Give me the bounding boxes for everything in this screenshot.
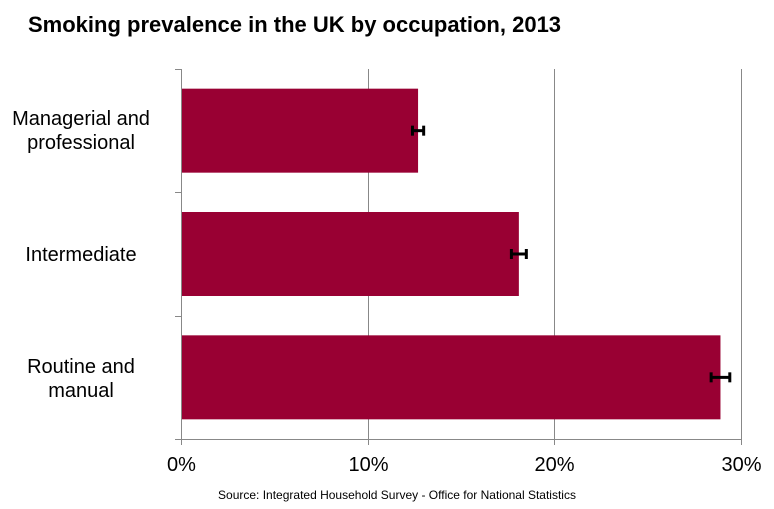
- category-label-line: professional: [27, 132, 135, 154]
- error-bar: [509, 249, 528, 259]
- error-bar: [709, 372, 732, 383]
- x-tick-labels: 0% 10% 20% 30%: [167, 454, 762, 476]
- bar: [181, 88, 419, 173]
- category-label-line: Routine and: [27, 356, 135, 378]
- category-label-line: Intermediate: [25, 244, 137, 266]
- x-tick-label: 10%: [348, 454, 388, 476]
- category-label-routine: Routine and manual: [0, 355, 162, 403]
- category-label-line: Managerial and: [12, 108, 150, 130]
- category-label-managerial: Managerial and professional: [0, 107, 162, 155]
- x-tick-label: 30%: [721, 454, 761, 476]
- source-note: Source: Integrated Household Survey - Of…: [218, 488, 576, 502]
- axes: [175, 69, 742, 445]
- error-bars: [410, 125, 732, 383]
- bar: [181, 335, 721, 420]
- category-label-line: manual: [48, 380, 114, 402]
- x-tick-label: 20%: [534, 454, 574, 476]
- x-tick-label: 0%: [167, 454, 196, 476]
- bars: [181, 88, 721, 420]
- chart-title: Smoking prevalence in the UK by occupati…: [28, 12, 562, 37]
- bar: [181, 212, 519, 296]
- category-label-intermediate: Intermediate: [0, 243, 162, 267]
- error-bar: [410, 125, 426, 136]
